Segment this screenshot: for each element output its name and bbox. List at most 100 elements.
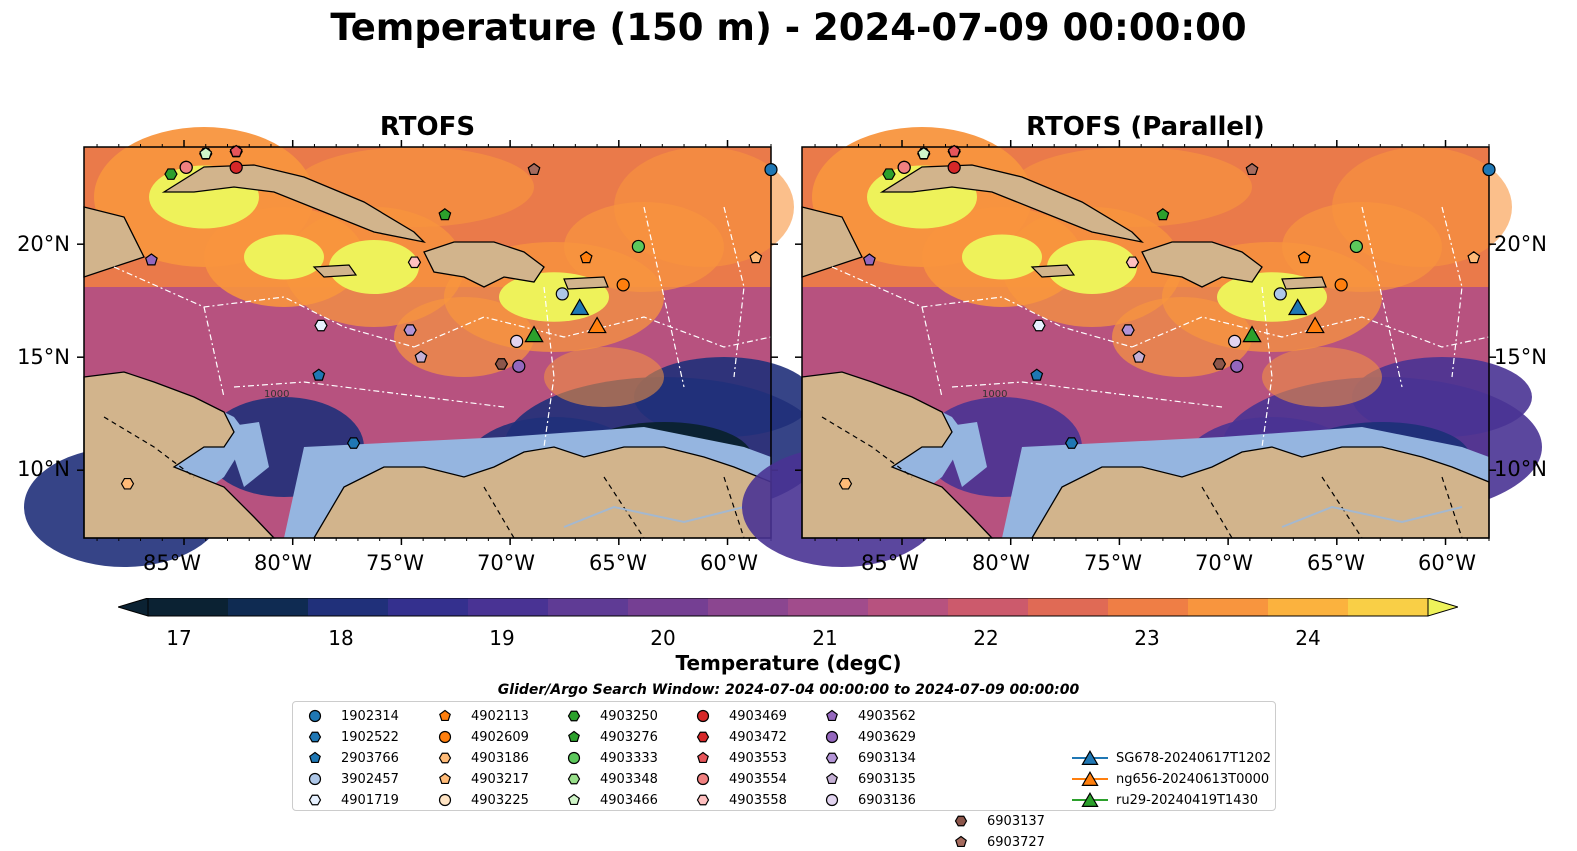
legend-label: 4903348 xyxy=(600,771,658,787)
legend-marker-icon xyxy=(438,752,452,764)
legend-marker-icon xyxy=(308,731,322,743)
colorbar-segment xyxy=(948,598,1029,616)
legend-label: 4903562 xyxy=(858,708,916,724)
legend-marker-icon xyxy=(438,730,452,744)
legend-marker-icon xyxy=(825,793,839,807)
observation-marker xyxy=(1228,334,1242,348)
legend-entry: 4903186 xyxy=(425,749,529,767)
observation-marker xyxy=(1305,316,1325,334)
legend-label: 4903333 xyxy=(600,750,658,766)
legend-label: SG678-20240617T1202 xyxy=(1116,750,1272,766)
legend-marker-icon xyxy=(696,731,710,743)
lon-tick-label: 75°W xyxy=(1084,551,1142,575)
legend-label: 4903466 xyxy=(600,792,658,808)
observation-marker xyxy=(512,359,526,373)
legend-label: 4901719 xyxy=(341,792,399,808)
colorbar-segment xyxy=(1188,598,1269,616)
observation-marker xyxy=(1287,298,1308,316)
legend-marker-icon xyxy=(308,772,322,786)
observation-marker xyxy=(579,251,593,264)
legend-entry: 4903250 xyxy=(554,707,658,725)
colorbar-segment xyxy=(628,598,709,616)
lon-tick-label: 70°W xyxy=(1195,551,1253,575)
observation-marker xyxy=(120,477,135,490)
legend-marker-icon xyxy=(1072,792,1108,807)
observation-marker xyxy=(527,162,541,176)
legend-marker-icon xyxy=(568,793,580,806)
legend-entry: 4903562 xyxy=(812,707,916,725)
observation-marker xyxy=(862,253,876,266)
colorbar-segment xyxy=(1348,598,1429,616)
lat-tick-label: 15°N xyxy=(1494,345,1547,369)
colorbar-segment xyxy=(308,598,389,616)
lon-tick-label: 85°W xyxy=(143,551,201,575)
legend-marker-icon xyxy=(696,709,710,723)
legend-entry: 4903466 xyxy=(554,791,658,809)
legend-entry: ng656-20240613T0000 xyxy=(1070,770,1269,788)
colorbar-segment xyxy=(1268,598,1349,616)
legend-label: 4903629 xyxy=(858,729,916,745)
legend-entry: 4903217 xyxy=(425,770,529,788)
observation-marker xyxy=(838,477,853,490)
legend-marker-icon xyxy=(826,709,838,722)
colorbar-segment xyxy=(388,598,469,616)
observation-marker xyxy=(414,350,428,363)
legend-label: 4903469 xyxy=(729,708,787,724)
observation-marker xyxy=(764,163,778,177)
observation-marker xyxy=(407,256,422,269)
legend-entry: 4903225 xyxy=(425,791,529,809)
lon-tick-label: 65°W xyxy=(589,551,647,575)
observation-marker xyxy=(314,319,328,332)
legend-marker-icon xyxy=(1072,771,1108,786)
lon-tick-label: 65°W xyxy=(1307,551,1365,575)
observation-marker xyxy=(144,253,158,266)
search-window-caption: Glider/Argo Search Window: 2024-07-04 00… xyxy=(497,682,1080,698)
lon-tick-label: 60°W xyxy=(1418,551,1476,575)
legend-entry: 6903134 xyxy=(812,749,916,767)
colorbar-label: Temperature (degC) xyxy=(675,651,902,675)
observation-marker xyxy=(631,239,645,254)
lon-tick-label: 85°W xyxy=(861,551,919,575)
legend-entry: 6903136 xyxy=(812,791,916,809)
colorbar-tick-label: 17 xyxy=(166,626,192,650)
observation-marker xyxy=(1230,359,1244,373)
legend-marker-icon xyxy=(567,710,581,722)
legend-label: ru29-20240419T1430 xyxy=(1116,792,1259,808)
observation-marker xyxy=(1467,251,1481,264)
legend-entry: 4903553 xyxy=(683,749,787,767)
observation-marker xyxy=(312,368,326,381)
legend-label: 4903225 xyxy=(471,792,529,808)
legend-label: 1902522 xyxy=(341,729,399,745)
observation-marker xyxy=(1242,325,1262,343)
observation-marker xyxy=(179,160,193,174)
observation-marker xyxy=(403,324,417,336)
lat-tick-label: 20°N xyxy=(17,232,70,256)
legend-label: 6903134 xyxy=(858,750,916,766)
observation-marker xyxy=(947,144,961,157)
legend-label: 4902609 xyxy=(471,729,529,745)
colorbar-segment xyxy=(1028,598,1109,616)
lon-tick-label: 80°W xyxy=(972,551,1030,575)
svg-text:1000: 1000 xyxy=(982,389,1007,400)
colorbar-segment xyxy=(148,598,229,616)
observation-marker xyxy=(494,358,509,370)
colorbar-tick-label: 20 xyxy=(650,626,676,650)
figure-title: Temperature (150 m) - 2024-07-09 00:00:0… xyxy=(330,6,1247,49)
lat-tick-label: 15°N xyxy=(17,345,70,369)
legend-label: 3902457 xyxy=(341,771,399,787)
observation-marker xyxy=(1032,319,1046,332)
legend-label: 4903250 xyxy=(600,708,658,724)
lat-tick-label: 10°N xyxy=(1494,457,1547,481)
observation-marker xyxy=(229,160,243,174)
colorbar-segment xyxy=(548,598,629,616)
observation-marker xyxy=(1064,437,1079,449)
legend-label: 4903472 xyxy=(729,729,787,745)
legend-marker-icon xyxy=(955,835,967,848)
legend-marker-icon xyxy=(439,709,451,722)
colorbar-tick-label: 21 xyxy=(812,626,838,650)
observation-marker xyxy=(1482,163,1496,177)
legend-label: 6903135 xyxy=(858,771,916,787)
legend: 1902314 1902522 2903766 3902457 4901719 49021… xyxy=(292,701,1276,850)
legend-entry: 6903727 xyxy=(941,833,1045,851)
legend-marker-icon xyxy=(308,794,322,806)
